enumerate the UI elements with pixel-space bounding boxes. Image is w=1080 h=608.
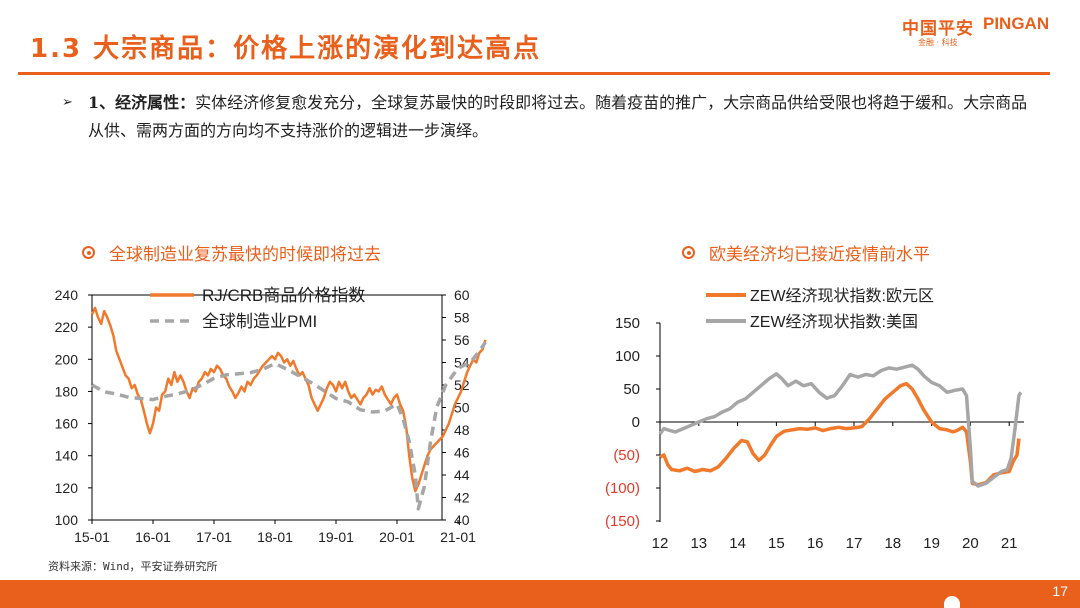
- x-tick-label: 18: [884, 535, 901, 552]
- legend-label: RJ/CRB商品价格指数: [202, 286, 365, 305]
- bullet-lead: 1、经济属性：: [88, 93, 196, 112]
- right-chart-heading-text: 欧美经济均已接近疫情前水平: [709, 245, 930, 265]
- legend-label: ZEW经济现状指数:欧元区: [750, 287, 934, 305]
- legend-label: ZEW经济现状指数:美国: [750, 313, 918, 331]
- x-tick-label: 14: [729, 535, 746, 552]
- x-tick-label: 20: [962, 535, 979, 552]
- bullet-point: ➢ 1、经济属性：实体经济修复愈发充分，全球复苏最快的时段即将过去。随着疫苗的推…: [62, 89, 1041, 145]
- legend-label: 全球制造业PMI: [202, 312, 317, 331]
- x-tick-label: 21: [1001, 535, 1018, 552]
- x-tick-label: 16-01: [135, 529, 171, 545]
- bullet-paragraph: 1、经济属性：实体经济修复愈发充分，全球复苏最快的时段即将过去。随着疫苗的推广，…: [66, 89, 1041, 145]
- x-tick-label: 19: [923, 535, 940, 552]
- logo-text-cn: 中国平安: [902, 19, 974, 39]
- arrow-bullet-icon: ➢: [62, 95, 73, 110]
- y-right-tick-label: 56: [454, 332, 470, 348]
- y-right-tick-label: 50: [454, 400, 470, 416]
- x-tick-label: 13: [690, 535, 707, 552]
- y-tick-label: (100): [605, 480, 640, 497]
- source-note: 资料来源：Wind，平安证券研究所: [48, 560, 218, 573]
- target-dot-icon: [682, 246, 695, 259]
- x-tick-label: 19-01: [318, 529, 354, 545]
- y-left-tick-label: 200: [55, 351, 79, 367]
- series-line-crb: [90, 306, 487, 493]
- y-right-tick-label: 44: [454, 467, 470, 483]
- y-tick-label: (50): [613, 447, 640, 464]
- y-left-tick-label: 240: [55, 287, 79, 303]
- footer-bar: [0, 580, 1080, 608]
- target-dot-icon: [82, 246, 95, 259]
- y-tick-label: 0: [632, 414, 640, 431]
- x-tick-label: 21-01: [440, 529, 476, 545]
- y-tick-label: 150: [615, 315, 640, 332]
- y-right-tick-label: 46: [454, 445, 470, 461]
- x-tick-label: 20-01: [379, 529, 415, 545]
- y-left-tick-label: 220: [55, 319, 79, 335]
- x-tick-label: 16: [807, 535, 824, 552]
- left-chart-heading-text: 全球制造业复苏最快的时候即将过去: [109, 245, 381, 265]
- y-tick-label: 50: [623, 381, 640, 398]
- x-tick-label: 15: [768, 535, 785, 552]
- y-left-tick-label: 180: [55, 383, 79, 399]
- y-tick-label: (150): [605, 513, 640, 530]
- footer-logo-icon: [944, 596, 960, 608]
- y-left-tick-label: 140: [55, 448, 79, 464]
- y-right-tick-label: 48: [454, 422, 470, 438]
- series-line-pmi: [91, 341, 487, 511]
- x-tick-label: 17: [846, 535, 863, 552]
- logo-tagline: 金融 · 科技: [918, 38, 958, 47]
- y-right-tick-label: 60: [454, 287, 470, 303]
- y-tick-label: 100: [615, 348, 640, 365]
- x-tick-label: 15-01: [74, 529, 110, 545]
- right-chart-heading: 欧美经济均已接近疫情前水平: [682, 240, 930, 265]
- y-left-tick-label: 160: [55, 416, 79, 432]
- left-chart-heading: 全球制造业复苏最快的时候即将过去: [82, 240, 381, 265]
- y-left-tick-label: 120: [55, 480, 79, 496]
- x-tick-label: 17-01: [196, 529, 232, 545]
- logo-text-en: PINGAN: [983, 14, 1050, 33]
- y-right-tick-label: 58: [454, 310, 470, 326]
- y-right-tick-label: 42: [454, 490, 470, 506]
- series-line-us: [658, 363, 1023, 488]
- y-right-tick-label: 54: [454, 355, 470, 371]
- x-tick-label: 18-01: [257, 529, 293, 545]
- bullet-text: 实体经济修复愈发充分，全球复苏最快的时段即将过去。随着疫苗的推广，大宗商品供给受…: [88, 93, 1028, 140]
- page-number: 17: [1052, 583, 1068, 599]
- page-title: 1.3 大宗商品：价格上涨的演化到达高点: [30, 34, 542, 64]
- y-left-tick-label: 100: [55, 512, 79, 528]
- title-divider: [18, 72, 1050, 75]
- x-tick-label: 12: [652, 535, 669, 552]
